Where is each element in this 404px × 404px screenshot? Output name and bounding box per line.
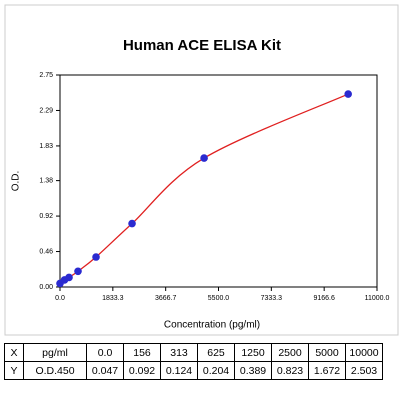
table-cell: Y [4, 361, 24, 380]
x-tick-label: 7333.3 [261, 295, 283, 302]
x-tick-label: 5500.0 [208, 295, 230, 302]
data-point [74, 267, 82, 276]
table-row: Y O.D.450 0.047 0.092 0.124 0.204 0.389 0.823 1.… [4, 361, 383, 380]
table-cell: 0.0 [86, 343, 124, 362]
y-tick-label: 2.29 [39, 107, 53, 114]
chart: Human ACE ELISA Kit Concentration (pg/ml… [4, 4, 399, 336]
table-cell: 313 [160, 343, 198, 362]
data-point [92, 253, 100, 261]
table-cell: 1.672 [308, 361, 346, 380]
table-cell: 156 [123, 343, 161, 362]
data-point [65, 273, 73, 282]
data-point [200, 154, 208, 162]
y-tick-label: 0.00 [39, 284, 53, 291]
y-tick-label: 0.46 [39, 248, 53, 255]
x-axis-label: Concentration (pg/ml) [164, 320, 260, 331]
x-tick-label: 0.0 [55, 295, 65, 302]
table-cell: 0.389 [234, 361, 272, 380]
y-tick-label: 2.75 [39, 72, 53, 79]
table-cell: 1250 [234, 343, 272, 362]
y-tick-label: 1.83 [39, 143, 53, 150]
y-tick-label: 1.38 [39, 177, 53, 184]
table-cell: 0.823 [271, 361, 309, 380]
data-point [128, 219, 136, 228]
table-cell: 2500 [271, 343, 309, 362]
table-cell: pg/ml [23, 343, 87, 362]
table-cell: 0.047 [86, 361, 124, 380]
chart-frame [4, 4, 399, 336]
x-tick-label: 11000.0 [365, 295, 390, 302]
fit-curve [59, 93, 349, 284]
x-tick-label: 9166.6 [313, 295, 335, 302]
table-cell: 5000 [308, 343, 346, 362]
data-point [344, 90, 352, 98]
table-cell: O.D.450 [23, 361, 87, 380]
table-cell: 625 [197, 343, 235, 362]
table-cell: 0.124 [160, 361, 198, 380]
table-cell: 2.503 [345, 361, 383, 380]
table-cell: 0.204 [197, 361, 235, 380]
chart-title: Human ACE ELISA Kit [123, 37, 281, 54]
plot-frame [59, 74, 378, 288]
y-tick-label: 0.92 [39, 213, 53, 220]
table-cell: X [4, 343, 24, 362]
x-tick-label: 3666.7 [155, 295, 177, 302]
table-cell: 10000 [345, 343, 383, 362]
y-axis-label: O.D. [11, 171, 22, 192]
table-cell: 0.092 [123, 361, 161, 380]
x-tick-label: 1833.3 [102, 295, 124, 302]
